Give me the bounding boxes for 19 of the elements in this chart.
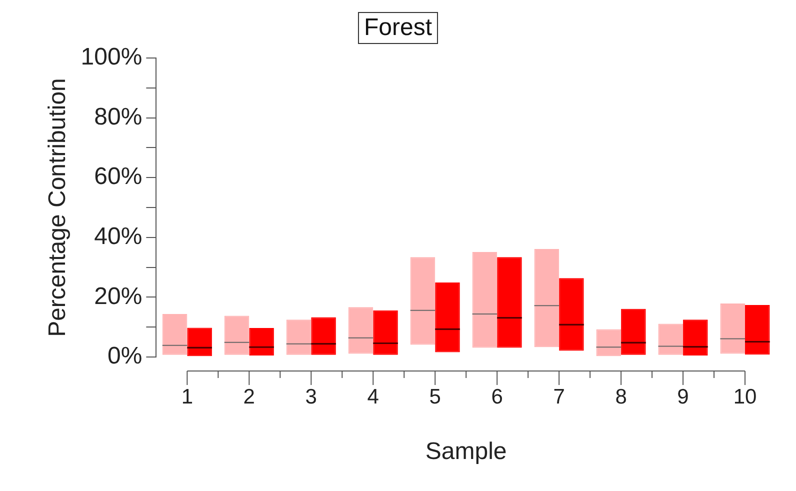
y-tick-label: 60% xyxy=(94,163,142,190)
y-tick-label: 0% xyxy=(107,342,142,370)
x-axis-title: Sample xyxy=(425,438,507,466)
x-tick-label: 5 xyxy=(429,385,441,408)
y-axis-title: Percentage Contribution xyxy=(44,78,72,337)
y-tick-label: 100% xyxy=(80,44,142,71)
chart-title: Forest xyxy=(358,12,438,44)
x-tick-label: 10 xyxy=(733,385,757,408)
x-tick-label: 6 xyxy=(491,385,503,408)
x-tick-label: 3 xyxy=(305,385,317,408)
x-tick-label: 4 xyxy=(367,385,380,408)
x-tick-label: 9 xyxy=(677,385,689,408)
y-tick-label: 20% xyxy=(94,282,142,310)
x-tick-label: 8 xyxy=(615,385,627,408)
x-tick-label: 2 xyxy=(243,385,255,408)
x-tick-label: 7 xyxy=(553,385,565,408)
y-tick-label: 40% xyxy=(94,223,142,250)
x-tick-label: 1 xyxy=(181,385,194,408)
y-tick-label: 80% xyxy=(94,103,142,130)
